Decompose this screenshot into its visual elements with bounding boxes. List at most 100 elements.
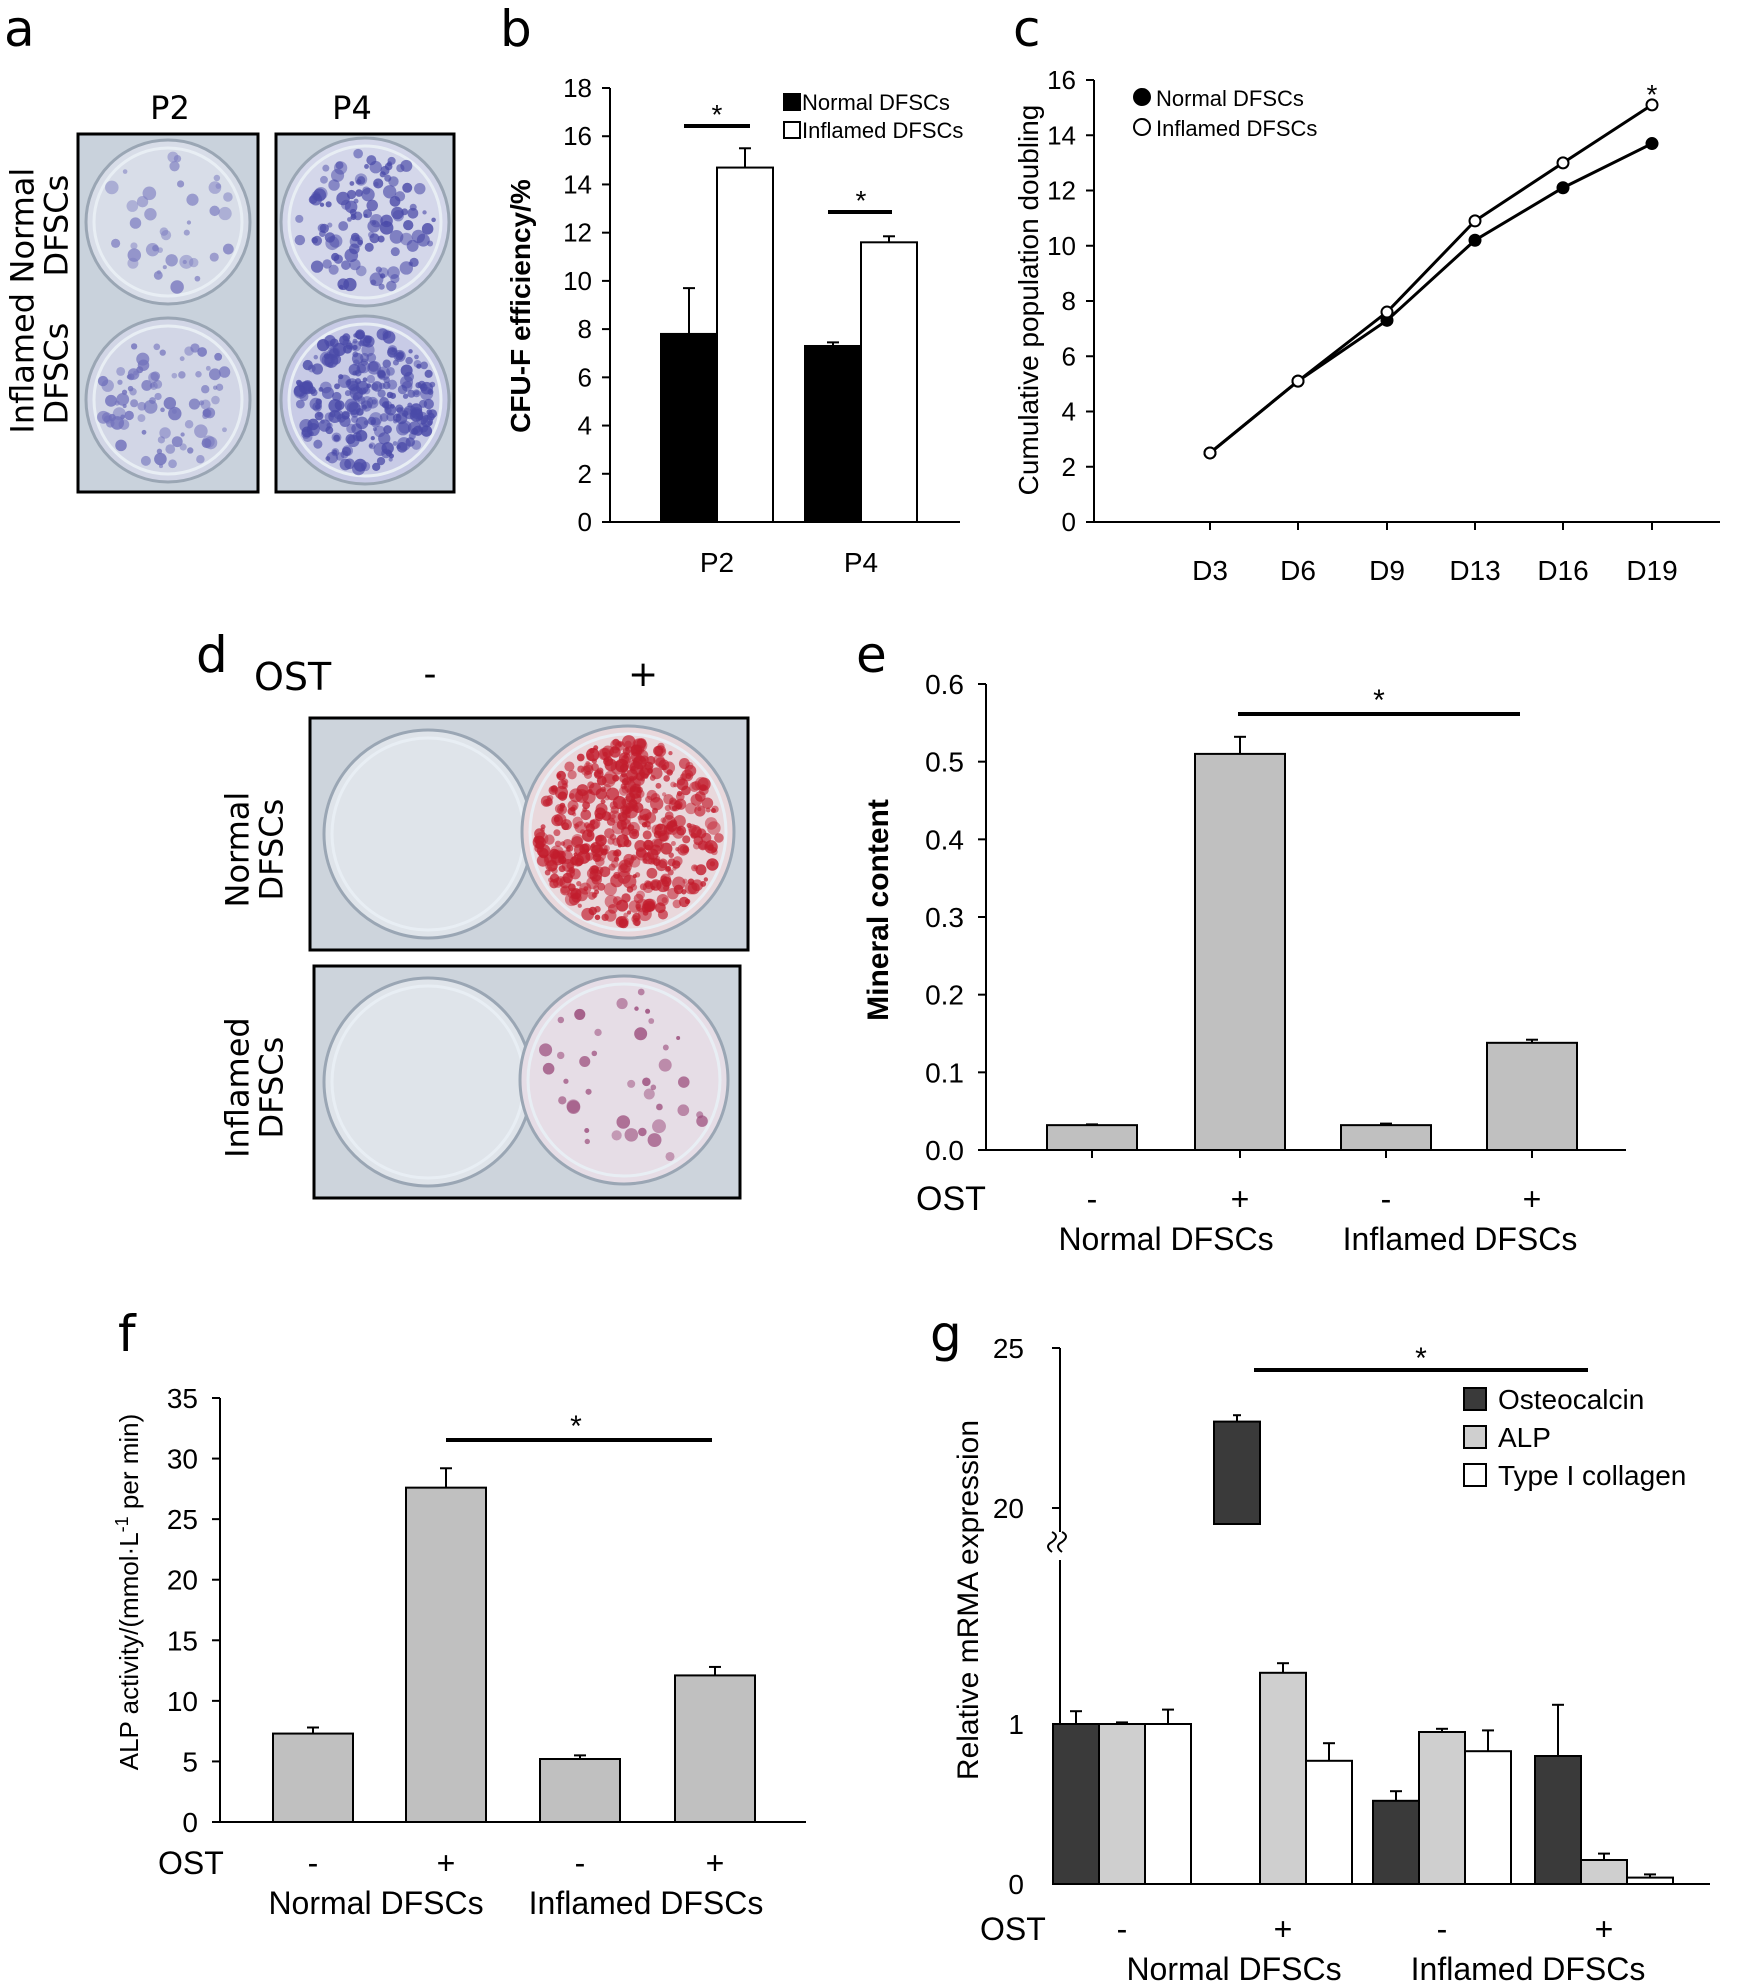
b-y-tick-label: 0 bbox=[578, 507, 592, 537]
plate-normal-p2 bbox=[84, 138, 252, 306]
g-ost-label: OST bbox=[980, 1911, 1046, 1947]
g-bar bbox=[1144, 1723, 1192, 1885]
c-y-tick-label: 8 bbox=[1062, 286, 1076, 316]
c-legend-label: Inflamed DFSCs bbox=[1156, 116, 1317, 141]
c-series-line bbox=[1209, 142, 1653, 455]
b-y-axis-label: CFU-F efficiency/% bbox=[505, 179, 536, 433]
b-y-tick-label: 12 bbox=[563, 218, 592, 248]
f-group-label: Normal DFSCs bbox=[268, 1885, 483, 1921]
g-legend-swatch bbox=[1463, 1387, 1487, 1411]
c-data-point bbox=[1556, 156, 1570, 170]
e-ost-label: OST bbox=[916, 1180, 986, 1218]
e-y-tick-label: 0.6 bbox=[925, 669, 964, 700]
g-bar bbox=[1098, 1723, 1146, 1885]
g-bar bbox=[1372, 1799, 1420, 1886]
g-error-bar bbox=[1116, 1721, 1128, 1724]
c-data-point bbox=[1468, 233, 1482, 247]
b-legend-label: Normal DFSCs bbox=[802, 90, 950, 115]
e-bar bbox=[1340, 1124, 1432, 1151]
plate-normal-p4 bbox=[279, 136, 451, 308]
c-y-tick-label: 10 bbox=[1047, 231, 1076, 261]
ost-minus-d: - bbox=[423, 654, 437, 695]
c-x-tick-label: D3 bbox=[1192, 555, 1228, 586]
e-error-bar bbox=[1086, 1123, 1098, 1126]
f-y-tick-label: 10 bbox=[167, 1686, 198, 1717]
b-legend-swatch bbox=[783, 121, 801, 139]
e-bar bbox=[1486, 1041, 1578, 1151]
plate-inflamed-p4 bbox=[279, 314, 451, 486]
e-group-label: Inflamed DFSCs bbox=[1343, 1221, 1578, 1257]
b-y-tick-label: 2 bbox=[578, 459, 592, 489]
f-bar bbox=[405, 1486, 487, 1824]
e-ost-sign: - bbox=[1087, 1181, 1098, 1217]
f-bar bbox=[539, 1758, 621, 1824]
g-error-bar bbox=[1277, 1662, 1289, 1673]
e-sig-star: * bbox=[1373, 684, 1385, 717]
g-legend-label: ALP bbox=[1498, 1422, 1551, 1453]
g-error-bar bbox=[1390, 1790, 1402, 1801]
c-data-point bbox=[1291, 374, 1305, 388]
b-y-tick-label: 10 bbox=[563, 266, 592, 296]
b-y-tick-label: 18 bbox=[563, 73, 592, 103]
b-error-bar bbox=[827, 341, 839, 346]
e-y-tick-label: 0.0 bbox=[925, 1135, 964, 1166]
b-y-tick-label: 6 bbox=[578, 362, 592, 392]
e-y-tick-label: 0.1 bbox=[925, 1057, 964, 1088]
c-sig-star: * bbox=[1647, 79, 1658, 110]
c-data-point bbox=[1645, 137, 1659, 151]
g-bar bbox=[1464, 1750, 1512, 1885]
b-error-bar bbox=[739, 147, 751, 168]
e-ost-sign: + bbox=[1523, 1181, 1542, 1217]
f-ost-sign: + bbox=[437, 1845, 456, 1881]
g-bar bbox=[1305, 1759, 1353, 1886]
g-legend-swatch bbox=[1463, 1463, 1487, 1487]
f-y-tick-label: 15 bbox=[167, 1625, 198, 1656]
c-legend-label: Normal DFSCs bbox=[1156, 86, 1304, 111]
e-ost-sign: + bbox=[1231, 1181, 1250, 1217]
f-y-tick-label: 35 bbox=[167, 1383, 198, 1414]
g-error-bar bbox=[1482, 1729, 1494, 1752]
b-sig-star-p4: * bbox=[856, 185, 867, 216]
f-y-tick-label: 25 bbox=[167, 1504, 198, 1535]
g-error-bar bbox=[1644, 1873, 1656, 1878]
c-data-point bbox=[1645, 98, 1659, 112]
e-error-bar bbox=[1526, 1038, 1538, 1043]
g-bar-upper bbox=[1213, 1420, 1261, 1525]
b-sig-star-p2: * bbox=[712, 99, 723, 130]
g-legend-label: Osteocalcin bbox=[1498, 1384, 1644, 1415]
panel-label-b: b bbox=[500, 0, 532, 58]
photo-panel-d: OST - + Normal DFSCs Inflamed DFSCs bbox=[0, 0, 760, 1220]
g-error-bar bbox=[1598, 1852, 1610, 1860]
e-group-label: Normal DFSCs bbox=[1058, 1221, 1273, 1257]
panel-label-e: e bbox=[856, 626, 887, 684]
c-y-axis-label: Cumulative population doubling bbox=[1013, 105, 1044, 496]
column-label-p2: P2 bbox=[150, 89, 190, 127]
panel-label-a: a bbox=[4, 0, 35, 58]
g-ost-sign: - bbox=[1117, 1911, 1128, 1947]
c-data-point bbox=[1468, 214, 1482, 228]
b-y-tick-label: 4 bbox=[578, 411, 592, 441]
b-legend-label: Inflamed DFSCs bbox=[802, 118, 963, 143]
g-bar bbox=[1052, 1723, 1100, 1885]
c-data-point bbox=[1380, 305, 1394, 319]
g-bar bbox=[1580, 1859, 1628, 1885]
c-x-tick-label: D16 bbox=[1537, 555, 1588, 586]
c-y-tick-label: 12 bbox=[1047, 176, 1076, 206]
g-group-label: Inflamed DFSCs bbox=[1411, 1951, 1646, 1987]
ost-plus-d: + bbox=[628, 654, 659, 695]
f-y-tick-label: 30 bbox=[167, 1444, 198, 1475]
f-ost-sign: + bbox=[706, 1845, 725, 1881]
b-bar bbox=[660, 332, 718, 523]
g-bar bbox=[1534, 1755, 1582, 1885]
g-bar bbox=[1259, 1671, 1307, 1886]
b-x-tick-label: P2 bbox=[700, 547, 734, 578]
panel-label-f: f bbox=[118, 1305, 136, 1363]
b-legend-swatch bbox=[783, 93, 801, 111]
c-y-tick-label: 0 bbox=[1062, 507, 1076, 537]
column-label-p4: P4 bbox=[332, 89, 372, 127]
plate-normal-ost-plus bbox=[520, 724, 736, 940]
e-bar bbox=[1046, 1124, 1138, 1151]
g-legend-swatch bbox=[1463, 1425, 1487, 1449]
b-x-tick-label: P4 bbox=[844, 547, 878, 578]
